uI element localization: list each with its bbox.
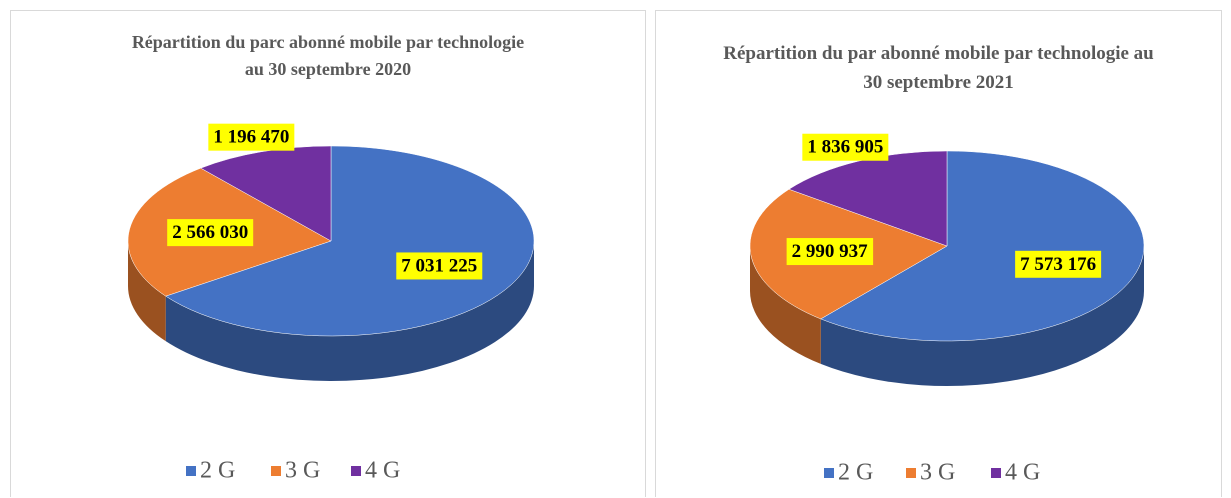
data-label: 1 836 905	[807, 137, 883, 158]
chart: 7 573 176 2 990 937 1 836 905 2 G 3 G 4 G	[749, 133, 1145, 486]
data-label-bg	[396, 252, 483, 280]
chart-title: Répartition du par abonné mobile par tec…	[723, 43, 1154, 93]
legend-label: 3 G	[920, 460, 955, 486]
data-label-bg	[1015, 250, 1102, 278]
pie-slice	[788, 150, 948, 247]
data-label-bg	[167, 219, 254, 247]
pie-slice	[200, 145, 332, 242]
legend-swatch	[271, 466, 281, 476]
chart-title: Répartition du parc abonné mobile par te…	[131, 32, 525, 79]
legend-swatch	[186, 466, 196, 476]
pie-slice-side	[750, 246, 821, 364]
chart: 7 031 225 2 566 030 1 196 470 2 G 3 G 4 G	[127, 123, 535, 484]
data-label-bg	[802, 133, 889, 161]
legend-label: 4 G	[365, 458, 400, 484]
pie-slice-side	[165, 241, 534, 382]
legend-swatch	[351, 466, 361, 476]
data-label: 1 196 470	[213, 127, 289, 148]
legend-label: 2 G	[200, 458, 235, 484]
chart-panel: Répartition du par abonné mobile par tec…	[655, 10, 1222, 497]
pie-slice-side	[820, 246, 1144, 386]
data-label: 7 573 176	[1020, 254, 1096, 275]
chart-panel: Répartition du parc abonné mobile par te…	[10, 10, 646, 497]
data-label: 7 031 225	[401, 255, 477, 276]
data-label-bg	[786, 238, 874, 266]
legend-swatch	[824, 468, 834, 478]
pie-slice	[165, 145, 535, 337]
pie-slice	[820, 150, 1145, 342]
legend-label: 3 G	[285, 458, 320, 484]
legend-swatch	[906, 468, 916, 478]
legend-label: 4 G	[1005, 460, 1040, 486]
legend-swatch	[991, 468, 1001, 478]
pie-slice-side	[128, 241, 166, 342]
data-label-bg	[208, 123, 295, 151]
data-label: 2 990 937	[792, 241, 869, 262]
legend-label: 2 G	[838, 460, 873, 486]
data-label: 2 566 030	[172, 222, 248, 243]
